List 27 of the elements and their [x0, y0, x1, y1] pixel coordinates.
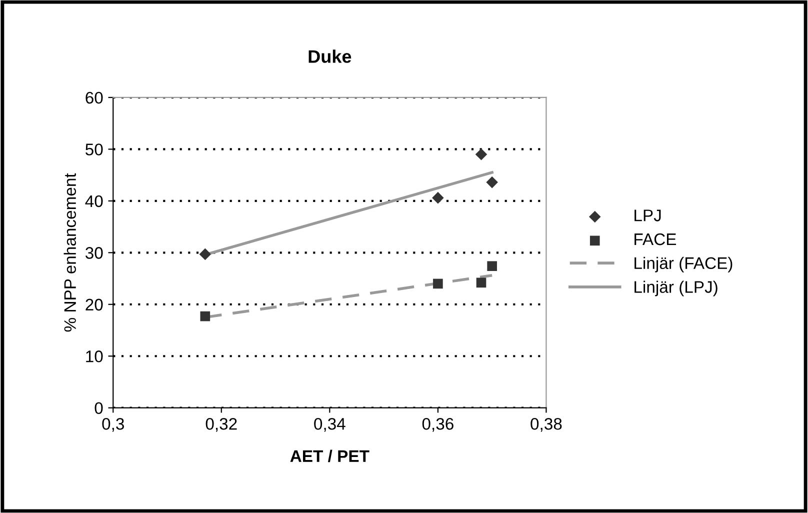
- legend-label: Linjär (LPJ): [634, 280, 718, 296]
- point: [432, 192, 444, 204]
- x-tick-label: 0,34: [314, 418, 346, 432]
- legend-label: Linjär (FACE): [634, 256, 732, 272]
- legend-label: FACE: [634, 233, 676, 246]
- point: [476, 278, 486, 288]
- chart-title: Duke: [308, 50, 352, 63]
- x-tick-label: 0,32: [206, 418, 237, 432]
- x-tick-label: 0,38: [530, 418, 562, 432]
- y-axis-title: % NPP enhancement: [64, 173, 76, 332]
- point: [199, 248, 212, 260]
- point: [486, 176, 498, 188]
- point: [487, 261, 497, 272]
- point: [475, 148, 488, 160]
- point: [200, 311, 210, 322]
- y-tick-label: 20: [86, 298, 103, 311]
- point: [433, 278, 443, 289]
- y-tick-label: 40: [85, 195, 103, 208]
- y-tick-label: 10: [86, 350, 103, 362]
- y-tick-label: 0: [94, 402, 103, 414]
- x-tick-label: 0,3: [102, 418, 124, 432]
- x-tick-label: 0,36: [422, 418, 454, 432]
- y-tick-label: 30: [85, 247, 103, 259]
- y-tick-label: 50: [86, 144, 103, 156]
- legend-label: LPJ: [634, 210, 661, 222]
- y-tick-label: 60: [86, 92, 103, 104]
- x-axis-title: AET / PET: [290, 450, 370, 462]
